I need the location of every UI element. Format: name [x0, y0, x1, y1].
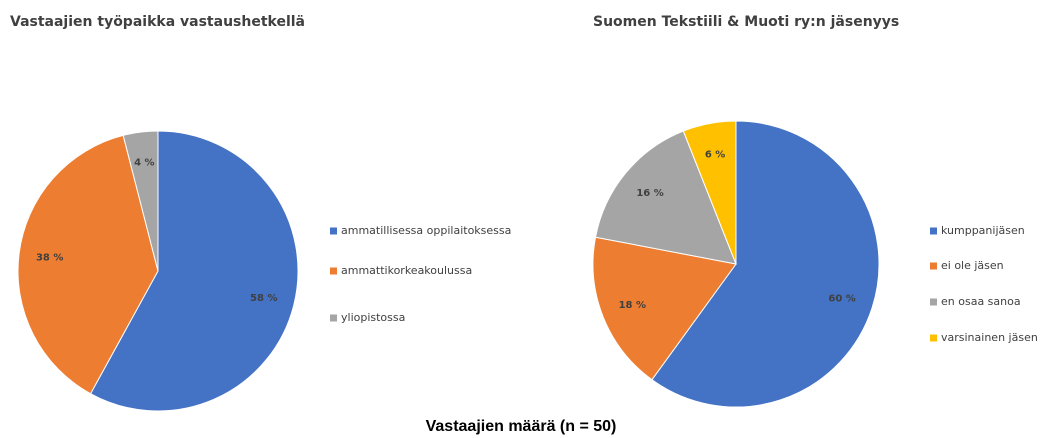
footer: Vastaajien määrä (n = 50) — [426, 418, 617, 435]
legend-label: ammatillisessa oppilaitoksessa — [341, 224, 511, 237]
legend-swatch — [330, 227, 337, 235]
legend-swatch — [930, 227, 937, 235]
data-label: 16 % — [636, 188, 663, 199]
legend-label: yliopistossa — [341, 311, 405, 324]
pie-slice — [682, 120, 737, 265]
data-label: 18 % — [619, 300, 646, 311]
pie-slice — [17, 134, 159, 395]
pie-slice — [122, 130, 159, 272]
legend-label: varsinainen jäsen — [941, 331, 1038, 344]
data-label: 4 % — [134, 158, 154, 169]
legend-label: ammattikorkeakoulussa — [341, 264, 472, 277]
pie-slice — [592, 236, 737, 381]
chart-title: Suomen Tekstiili & Muoti ry:n jäsenyys — [593, 14, 899, 30]
data-label: 6 % — [705, 149, 725, 160]
legend-swatch — [930, 334, 937, 342]
data-label: 60 % — [828, 293, 855, 304]
chart-title: Vastaajien työpaikka vastaushetkellä — [10, 14, 305, 30]
legend-label: ei ole jäsen — [941, 259, 1004, 272]
pie-slice — [89, 130, 299, 412]
legend-swatch — [330, 314, 337, 322]
legend-label: en osaa sanoa — [941, 295, 1021, 308]
pie-slice — [651, 120, 880, 408]
pie-slice — [594, 130, 737, 265]
legend-swatch — [930, 262, 937, 270]
legend-label: kumppanijäsen — [941, 224, 1025, 237]
data-label: 58 % — [250, 293, 277, 304]
legend-swatch — [930, 298, 937, 306]
legend-swatch — [330, 267, 337, 275]
data-label: 38 % — [36, 252, 63, 263]
